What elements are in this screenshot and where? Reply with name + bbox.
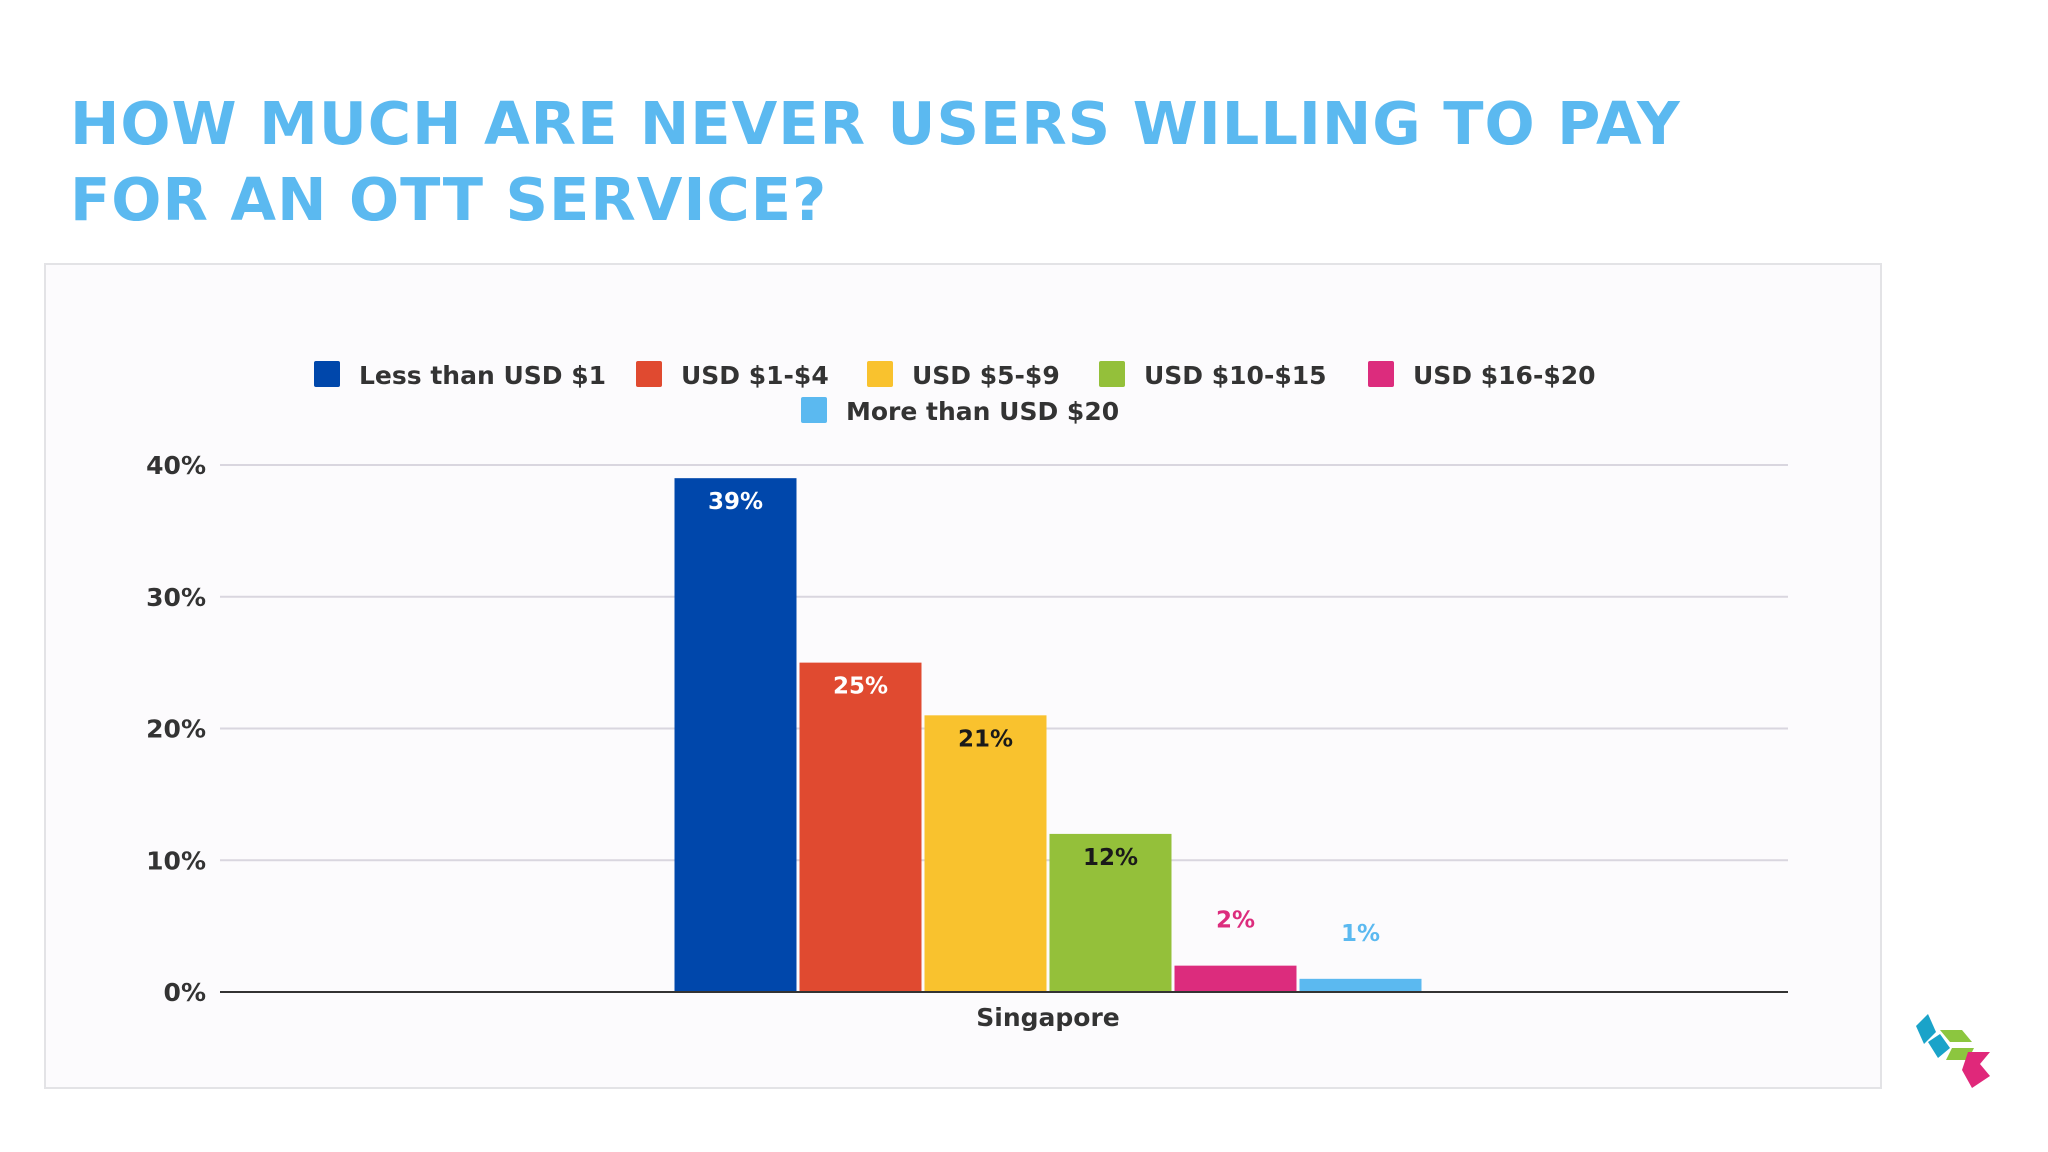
legend-swatch	[314, 361, 340, 387]
data-label: 12%	[1083, 845, 1138, 871]
legend-label: USD $5-$9	[912, 361, 1060, 390]
slide-title: HOW MUCH ARE NEVER USERS WILLING TO PAY …	[70, 89, 1681, 234]
brand-logo-icon	[1916, 1014, 1990, 1088]
x-category-label: Singapore	[976, 1003, 1120, 1032]
legend-label: USD $16-$20	[1413, 361, 1596, 390]
legend-swatch	[1099, 361, 1125, 387]
legend-swatch	[801, 397, 827, 423]
data-label: 2%	[1216, 908, 1255, 934]
legend-swatch	[1368, 361, 1394, 387]
bar[interactable]	[799, 662, 922, 992]
y-tick-label: 10%	[146, 846, 206, 875]
y-tick-label: 0%	[164, 978, 206, 1007]
data-label: 21%	[958, 726, 1013, 752]
bar[interactable]	[924, 715, 1047, 992]
bar[interactable]	[674, 478, 797, 992]
legend-label: More than USD $20	[846, 397, 1119, 426]
bar[interactable]	[1174, 965, 1297, 992]
legend-label: Less than USD $1	[359, 361, 606, 390]
bar-chart: 0% 10% 20% 30% 40% 39% 25% 21% 12% 2% 1% Singapore L…	[146, 361, 1788, 1032]
data-label: 39%	[708, 489, 763, 515]
data-label: 25%	[833, 674, 888, 700]
y-tick-label: 20%	[146, 715, 206, 744]
bar[interactable]	[1049, 833, 1172, 992]
data-label: 1%	[1341, 921, 1380, 947]
chart-panel: 0% 10% 20% 30% 40% 39% 25% 21% 12% 2% 1% Singapore L…	[44, 263, 1882, 1089]
y-tick-label: 30%	[146, 583, 206, 612]
bar[interactable]	[1299, 978, 1422, 992]
legend-label: USD $1-$4	[681, 361, 829, 390]
legend-swatch	[636, 361, 662, 387]
y-tick-label: 40%	[146, 451, 206, 480]
legend-label: USD $10-$15	[1144, 361, 1327, 390]
legend-swatch	[867, 361, 893, 387]
